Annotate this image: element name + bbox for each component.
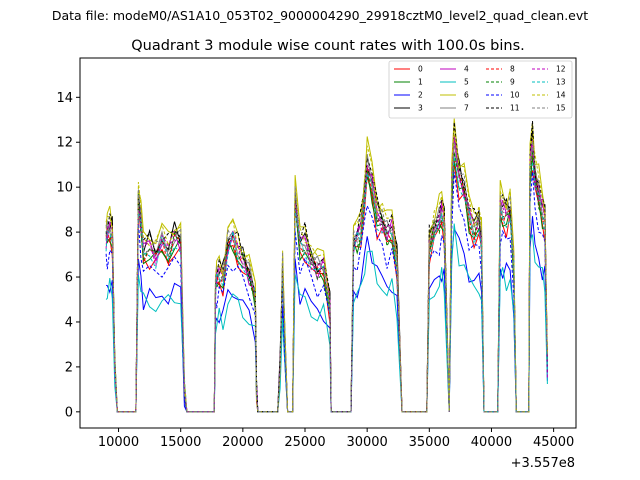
legend-label-0: 0 bbox=[418, 65, 423, 74]
y-tick-label: 12 bbox=[56, 136, 73, 151]
legend-label-2: 2 bbox=[418, 91, 423, 100]
series-line-15 bbox=[105, 141, 548, 413]
legend-box bbox=[388, 60, 573, 119]
plot-area bbox=[79, 57, 577, 429]
series-lines bbox=[105, 118, 548, 413]
series-line-14 bbox=[105, 130, 548, 413]
legend-label-14: 14 bbox=[556, 91, 566, 100]
series-line-13 bbox=[105, 156, 548, 413]
x-tick-label: 15000 bbox=[160, 435, 201, 450]
legend-label-1: 1 bbox=[418, 78, 423, 87]
legend-label-3: 3 bbox=[418, 104, 423, 113]
axes-frame bbox=[79, 57, 577, 429]
x-tick-label: 10000 bbox=[98, 435, 139, 450]
y-axis: 0 2 4 6 8 10 12 14 bbox=[56, 91, 80, 420]
series-line-10 bbox=[105, 171, 548, 413]
y-tick-label: 4 bbox=[65, 315, 73, 330]
y-tick-label: 0 bbox=[65, 405, 73, 420]
y-tick-label: 2 bbox=[65, 360, 73, 375]
legend-label-6: 6 bbox=[464, 91, 469, 100]
x-tick-label: 40000 bbox=[471, 435, 512, 450]
x-tick-label: 35000 bbox=[409, 435, 450, 450]
legend-label-9: 9 bbox=[510, 78, 515, 87]
x-tick-label: 30000 bbox=[346, 435, 387, 450]
x-offset-label: +3.557e8 bbox=[511, 456, 575, 471]
legend-label-4: 4 bbox=[464, 65, 469, 74]
y-tick-label: 10 bbox=[56, 181, 73, 196]
x-tick-label: 25000 bbox=[284, 435, 325, 450]
legend-label-15: 15 bbox=[556, 104, 566, 113]
y-tick-label: 8 bbox=[65, 226, 73, 241]
chart-suptitle: Data file: modeM0/AS1A10_053T02_90000042… bbox=[52, 8, 588, 23]
x-tick-label: 20000 bbox=[222, 435, 263, 450]
legend-label-7: 7 bbox=[464, 104, 469, 113]
y-tick-label: 14 bbox=[56, 91, 73, 106]
legend-label-5: 5 bbox=[464, 78, 469, 87]
y-tick-label: 6 bbox=[65, 271, 73, 286]
legend-label-8: 8 bbox=[510, 65, 515, 74]
legend-label-13: 13 bbox=[556, 78, 566, 87]
x-tick-label: 45000 bbox=[533, 435, 574, 450]
legend-label-11: 11 bbox=[510, 104, 520, 113]
legend-label-12: 12 bbox=[556, 65, 566, 74]
legend-label-10: 10 bbox=[510, 91, 520, 100]
chart-title: Quadrant 3 module wise count rates with … bbox=[131, 38, 525, 54]
x-axis: 10000 15000 20000 25000 30000 35000 40000 45000 bbox=[98, 428, 574, 450]
